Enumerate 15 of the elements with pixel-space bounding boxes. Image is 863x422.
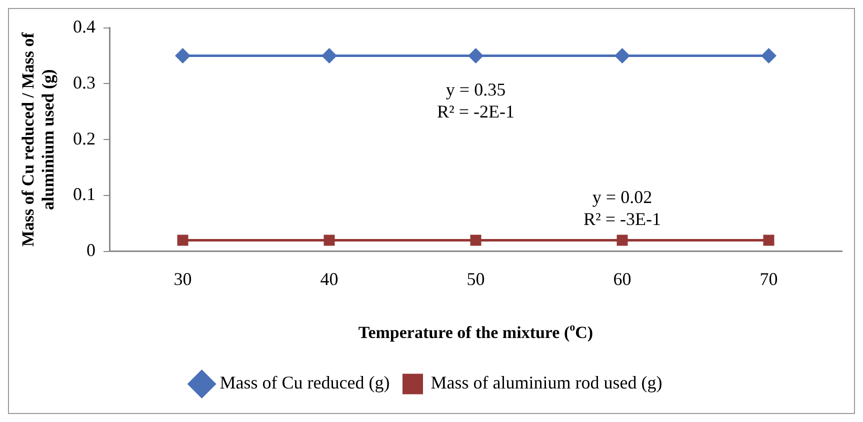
legend-label: Mass of aluminium rod used (g) xyxy=(430,372,662,393)
x-tick-label: 40 xyxy=(320,268,338,289)
x-tick-label: 70 xyxy=(760,268,778,289)
x-tick-label: 60 xyxy=(613,268,632,289)
annotation: y = 0.02 R² = -3E-1 xyxy=(583,186,662,229)
y-tick-label: 0.4 xyxy=(73,16,96,37)
annotation: y = 0.35 R² = -2E-1 xyxy=(436,79,515,122)
x-tick-label: 50 xyxy=(466,268,485,289)
y-tick-label: 0.1 xyxy=(73,184,96,204)
y-axis-title: Mass of Cu reduced / Mass of aluminium used (g) xyxy=(18,32,58,247)
y-tick-label: 0.3 xyxy=(73,72,96,92)
legend-label: Mass of Cu reduced (g) xyxy=(220,372,390,393)
y-tick-label: 0.2 xyxy=(73,128,96,148)
x-tick-label: 30 xyxy=(174,268,192,289)
y-tick-label: 0 xyxy=(86,240,96,260)
